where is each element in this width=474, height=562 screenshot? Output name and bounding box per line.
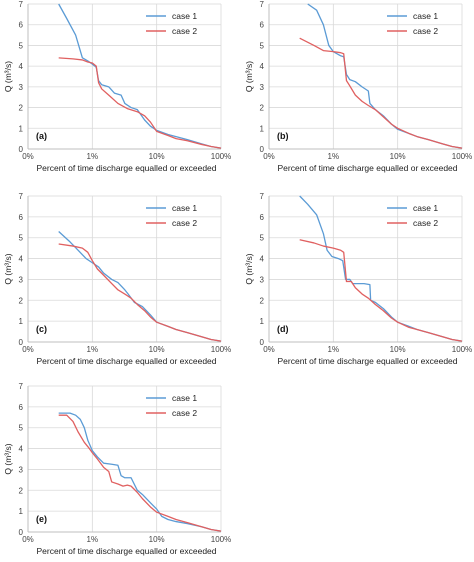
y-tick-label: 2 (19, 296, 24, 305)
x-tick-label: 0% (263, 345, 275, 354)
series-line-case-1 (307, 3, 463, 149)
panel-b: 0 1 2 3 4 5 6 7 0% 1% 10% 100% Percent of time disch… (244, 0, 472, 173)
panel-label: (d) (277, 324, 289, 334)
y-tick-label: 4 (19, 62, 24, 71)
x-tick-label: 1% (87, 535, 99, 544)
panel-label: (a) (36, 131, 47, 141)
y-tick-label: 0 (19, 528, 24, 537)
legend-label-case-1: case 1 (172, 203, 197, 213)
panel-label: (b) (277, 131, 289, 141)
legend-label-case-1: case 1 (413, 203, 438, 213)
x-tick-label: 1% (87, 152, 99, 161)
series-line-case-2 (58, 243, 222, 342)
x-axis-title: Percent of time discharge equalled or ex… (277, 356, 457, 366)
y-axis-title: Q (m³/s) (3, 443, 13, 474)
x-tick-label: 10% (149, 535, 165, 544)
y-axis-title: Q (m³/s) (244, 61, 254, 92)
y-tick-label: 3 (19, 275, 24, 284)
series-line-case-2 (58, 57, 222, 149)
y-tick-label: 4 (260, 62, 265, 71)
x-tick-label: 1% (87, 345, 99, 354)
y-tick-label: 6 (19, 21, 24, 30)
y-axis-title: Q (m³/s) (3, 253, 13, 284)
y-tick-label: 2 (19, 486, 24, 495)
y-tick-label: 3 (260, 83, 265, 92)
x-tick-label: 100% (211, 152, 231, 161)
legend-label-case-1: case 1 (172, 393, 197, 403)
x-axis-title: Percent of time discharge equalled or ex… (36, 163, 216, 173)
y-tick-label: 0 (19, 145, 24, 154)
legend-label-case-2: case 2 (172, 26, 197, 36)
series-line-case-2 (58, 414, 222, 532)
x-tick-label: 10% (390, 345, 406, 354)
y-tick-label: 4 (260, 255, 265, 264)
y-tick-label: 7 (19, 382, 24, 391)
panel-label: (e) (36, 514, 47, 524)
y-tick-label: 3 (19, 465, 24, 474)
x-axis-title: Percent of time discharge equalled or ex… (36, 356, 216, 366)
x-tick-label: 1% (328, 152, 340, 161)
legend-label-case-1: case 1 (413, 11, 438, 21)
x-tick-label: 0% (22, 152, 34, 161)
y-tick-label: 3 (19, 83, 24, 92)
y-tick-label: 4 (19, 255, 24, 264)
y-tick-label: 1 (19, 124, 24, 133)
x-tick-label: 100% (452, 152, 472, 161)
x-tick-label: 100% (211, 535, 231, 544)
series-line-case-1 (58, 3, 222, 149)
y-tick-label: 2 (260, 104, 265, 113)
y-tick-label: 1 (260, 124, 265, 133)
y-tick-label: 5 (19, 234, 24, 243)
x-axis-title: Percent of time discharge equalled or ex… (36, 546, 216, 556)
x-tick-label: 100% (452, 345, 472, 354)
y-tick-label: 6 (260, 213, 265, 222)
x-axis-title: Percent of time discharge equalled or ex… (277, 163, 457, 173)
y-tick-label: 7 (260, 0, 265, 9)
panel-c: 0 1 2 3 4 5 6 7 0% 1% 10% 100% Percent of time disch… (3, 192, 231, 366)
x-tick-label: 10% (390, 152, 406, 161)
x-tick-label: 10% (149, 345, 165, 354)
legend-label-case-2: case 2 (172, 408, 197, 418)
panel-a: 0 1 2 3 4 5 6 7 0% 1% 10% 100% Percent of time disch… (3, 0, 231, 173)
panel-d: 0 1 2 3 4 5 6 7 0% 1% 10% 100% Percent of time disch… (244, 192, 472, 366)
y-tick-label: 5 (19, 41, 24, 50)
y-tick-label: 1 (19, 317, 24, 326)
y-tick-label: 0 (19, 338, 24, 347)
y-tick-label: 0 (260, 338, 265, 347)
y-tick-label: 1 (260, 317, 265, 326)
y-tick-label: 7 (19, 192, 24, 201)
legend-label-case-2: case 2 (413, 218, 438, 228)
y-tick-label: 5 (19, 424, 24, 433)
series-line-case-2 (299, 37, 463, 149)
panel-label: (c) (36, 324, 47, 334)
y-tick-label: 6 (260, 21, 265, 30)
legend-label-case-2: case 2 (172, 218, 197, 228)
y-tick-label: 1 (19, 507, 24, 516)
series-line-case-2 (299, 239, 463, 342)
x-tick-label: 1% (328, 345, 340, 354)
y-tick-label: 2 (19, 104, 24, 113)
x-tick-label: 0% (22, 535, 34, 544)
legend-label-case-2: case 2 (413, 26, 438, 36)
y-tick-label: 6 (19, 403, 24, 412)
x-tick-label: 0% (22, 345, 34, 354)
y-tick-label: 4 (19, 445, 24, 454)
y-axis-title: Q (m³/s) (244, 253, 254, 284)
panel-e: 0 1 2 3 4 5 6 7 0% 1% 10% 100% Percent of time disch… (3, 382, 231, 556)
series-line-case-1 (58, 412, 222, 532)
y-tick-label: 3 (260, 275, 265, 284)
y-tick-label: 5 (260, 41, 265, 50)
y-tick-label: 7 (260, 192, 265, 201)
y-axis-title: Q (m³/s) (3, 61, 13, 92)
y-tick-label: 0 (260, 145, 265, 154)
y-tick-label: 6 (19, 213, 24, 222)
x-tick-label: 100% (211, 345, 231, 354)
y-tick-label: 2 (260, 296, 265, 305)
y-tick-label: 5 (260, 234, 265, 243)
y-tick-label: 7 (19, 0, 24, 9)
x-tick-label: 0% (263, 152, 275, 161)
x-tick-label: 10% (149, 152, 165, 161)
legend-label-case-1: case 1 (172, 11, 197, 21)
